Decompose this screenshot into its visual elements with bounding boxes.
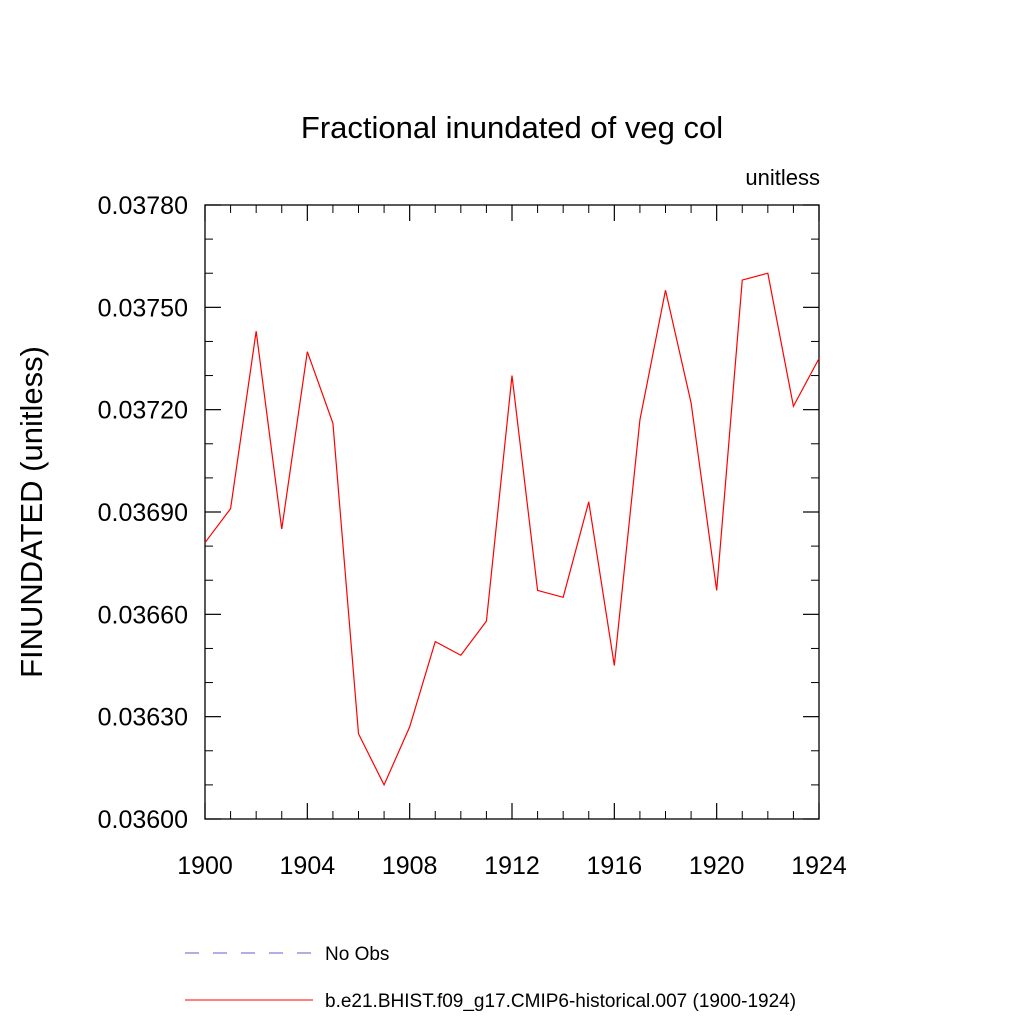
series-lines — [204, 272, 820, 787]
y-tick-label: 0.03720 — [98, 397, 188, 425]
plot-frame — [204, 204, 820, 820]
y-tick-labels: 0.03600 0.03630 0.03660 0.03690 0.03720 0.037… — [98, 192, 188, 834]
chart-title: Fractional inundated of veg col — [301, 110, 723, 145]
x-tick-label: 1900 — [177, 852, 233, 880]
x-tick-label: 1904 — [280, 852, 336, 880]
minor-ticks — [205, 205, 819, 819]
x-tick-label: 1912 — [484, 852, 540, 880]
x-tick-label: 1924 — [791, 852, 847, 880]
x-tick-label: 1916 — [587, 852, 643, 880]
y-tick-label: 0.03600 — [98, 806, 188, 834]
x-tick-labels: 1900 1904 1908 1912 1916 1920 1924 — [177, 852, 847, 880]
y-tick-label: 0.03750 — [98, 294, 188, 322]
series-line-1 — [204, 272, 820, 787]
units-label: unitless — [745, 165, 820, 190]
y-axis-label: FINUNDATED (unitless) — [14, 346, 49, 678]
y-tick-label: 0.03660 — [98, 601, 188, 629]
legend-label-1: b.e21.BHIST.f09_g17.CMIP6-historical.007… — [325, 991, 796, 1012]
x-tick-label: 1920 — [689, 852, 745, 880]
legend-label-0: No Obs — [325, 944, 389, 965]
y-tick-label: 0.03690 — [98, 499, 188, 527]
x-tick-label: 1908 — [382, 852, 438, 880]
y-tick-label: 0.03780 — [98, 192, 188, 220]
major-ticks — [204, 204, 820, 820]
legend: No Obs b.e21.BHIST.f09_g17.CMIP6-historic… — [185, 944, 796, 1012]
y-tick-label: 0.03630 — [98, 704, 188, 732]
